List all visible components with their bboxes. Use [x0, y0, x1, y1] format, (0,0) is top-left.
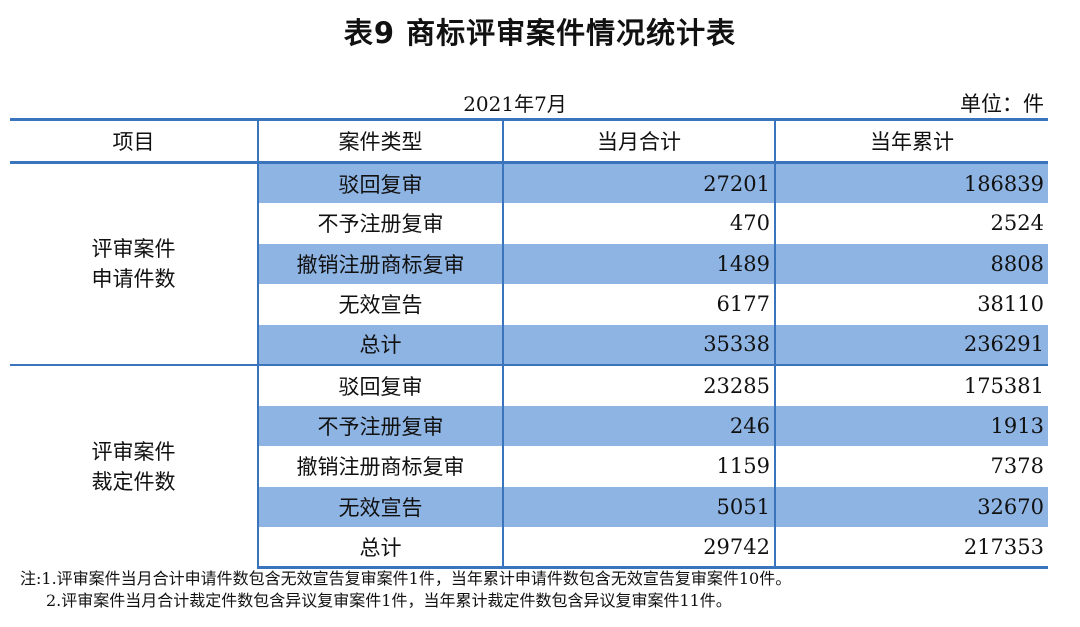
year-total-cell: 186839 — [774, 162, 1048, 203]
table-row-total: 总计 35338 236291 — [10, 324, 1048, 365]
month-total-cell: 35338 — [502, 324, 775, 365]
case-type-cell: 不予注册复审 — [257, 203, 503, 244]
month-total-cell: 29742 — [502, 527, 775, 569]
group-applications: 评审案件 申请件数 驳回复审 27201 186839 不予注册复审 470 2… — [10, 162, 1048, 365]
year-total-cell: 32670 — [774, 486, 1048, 527]
table-row: 评审案件 裁定件数 驳回复审 23285 175381 — [10, 364, 1048, 568]
table-row: 无效宣告 6177 38110 — [10, 284, 1048, 325]
case-type-cell: 总计 — [257, 527, 503, 569]
footnote-1: 注:1.评审案件当月合计申请件数包含无效宣告复审案件1件，当年累计申请件数包含无… — [20, 569, 792, 588]
month-total-cell: 246 — [502, 405, 775, 446]
table-row: 评审案件 申请件数 驳回复审 27201 186839 — [10, 162, 1048, 365]
header-row: 项目 案件类型 当月合计 当年累计 — [10, 118, 1048, 164]
year-total-cell: 8808 — [774, 243, 1048, 284]
table-row: 无效宣告 5051 32670 — [10, 486, 1048, 527]
category-cell: 评审案件 裁定件数 — [10, 364, 258, 568]
case-type-cell: 总计 — [257, 324, 503, 365]
table-row: 撤销注册商标复审 1159 7378 — [10, 446, 1048, 487]
header-case-type: 案件类型 — [257, 118, 503, 164]
year-total-cell: 217353 — [774, 527, 1048, 569]
case-type-cell: 撤销注册商标复审 — [257, 243, 503, 284]
month-total-cell: 27201 — [502, 162, 775, 203]
year-total-cell: 7378 — [774, 446, 1048, 487]
case-type-cell: 驳回复审 — [257, 364, 503, 406]
report-date: 2021年7月 — [463, 92, 567, 116]
table-row: 不予注册复审 246 1913 — [10, 405, 1048, 446]
year-total-cell: 175381 — [774, 364, 1048, 406]
month-total-cell: 23285 — [502, 364, 775, 406]
month-total-cell: 5051 — [502, 486, 775, 527]
case-type-cell: 无效宣告 — [257, 486, 503, 527]
header-year-total: 当年累计 — [774, 118, 1048, 164]
case-type-cell: 无效宣告 — [257, 284, 503, 325]
header-item: 项目 — [10, 118, 258, 164]
month-total-cell: 6177 — [502, 284, 775, 325]
footnote-2: 2.评审案件当月合计裁定件数包含异议复审案件1件，当年累计裁定件数包含异议复审案… — [46, 591, 732, 610]
year-total-cell: 1913 — [774, 405, 1048, 446]
case-type-cell: 驳回复审 — [257, 162, 503, 203]
table-row: 不予注册复审 470 2524 — [10, 203, 1048, 244]
stats-table: 项目 案件类型 当月合计 当年累计 评审案件 申请件数 驳回复审 27201 1… — [10, 118, 1048, 569]
year-total-cell: 236291 — [774, 324, 1048, 365]
month-total-cell: 1159 — [502, 446, 775, 487]
year-total-cell: 38110 — [774, 284, 1048, 325]
case-type-cell: 撤销注册商标复审 — [257, 446, 503, 487]
table-title: 表9 商标评审案件情况统计表 — [343, 16, 737, 50]
footnotes: 注:1.评审案件当月合计申请件数包含无效宣告复审案件1件，当年累计申请件数包含无… — [20, 568, 791, 612]
table-row: 撤销注册商标复审 1489 8808 — [10, 243, 1048, 284]
table-row-total: 总计 29742 217353 — [10, 527, 1048, 569]
unit-label: 单位：件 — [960, 92, 1044, 116]
year-total-cell: 2524 — [774, 203, 1048, 244]
header-month-total: 当月合计 — [502, 118, 775, 164]
group-decisions: 评审案件 裁定件数 驳回复审 23285 175381 不予注册复审 246 1… — [10, 364, 1048, 569]
category-cell: 评审案件 申请件数 — [10, 162, 258, 365]
case-type-cell: 不予注册复审 — [257, 405, 503, 446]
category-line: 裁定件数 — [91, 469, 176, 494]
category-line: 评审案件 — [91, 237, 176, 261]
month-total-cell: 470 — [502, 203, 775, 244]
category-line: 申请件数 — [91, 267, 176, 291]
month-total-cell: 1489 — [502, 243, 775, 284]
category-line: 评审案件 — [91, 439, 176, 464]
